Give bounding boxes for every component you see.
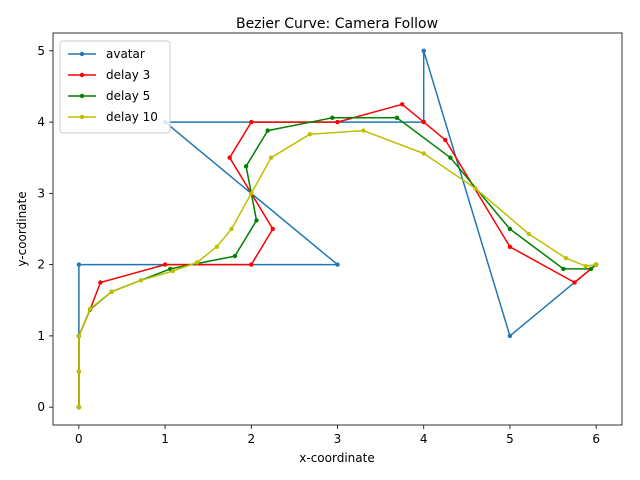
y-tick-label: 3 — [37, 186, 45, 200]
data-point — [330, 115, 335, 121]
data-point — [394, 115, 400, 121]
legend-entry: delay 5 — [68, 89, 150, 103]
data-point — [335, 262, 340, 267]
x-tick-label: 5 — [506, 432, 514, 446]
legend-label: delay 10 — [106, 110, 158, 124]
legend-entry: delay 10 — [68, 110, 158, 124]
data-point — [229, 226, 234, 232]
data-point — [421, 151, 426, 156]
legend-label: delay 5 — [106, 89, 150, 103]
data-point — [138, 278, 144, 283]
data-point — [265, 128, 270, 133]
legend-swatch-marker — [79, 72, 85, 78]
x-axis-label: x-coordinate — [299, 451, 374, 465]
series-line — [78, 129, 597, 408]
data-point — [400, 102, 405, 107]
data-point — [254, 218, 259, 223]
legend-box — [59, 40, 171, 134]
data-point — [249, 119, 254, 125]
data-point — [268, 155, 274, 160]
legend-entry: delay 3 — [68, 68, 150, 82]
data-point — [526, 231, 532, 237]
legend-entry: avatar — [68, 47, 145, 61]
x-tick-label: 4 — [420, 432, 428, 446]
series-delay-10 — [76, 128, 599, 410]
data-point — [249, 262, 254, 267]
data-point — [561, 266, 566, 272]
data-point — [194, 260, 200, 265]
x-tick-label: 2 — [247, 432, 255, 446]
legend-label: delay 3 — [106, 68, 150, 82]
data-point — [243, 164, 249, 169]
legend-label: avatar — [106, 47, 145, 61]
y-tick-label: 4 — [37, 115, 45, 129]
chart-title: Bezier Curve: Camera Follow — [236, 16, 438, 32]
data-point — [87, 306, 93, 311]
data-point — [421, 48, 426, 53]
x-tick-label: 3 — [334, 432, 342, 446]
legend-swatch-marker — [79, 93, 85, 99]
series-delay-3 — [76, 102, 599, 410]
data-point — [109, 289, 114, 294]
data-point — [76, 333, 82, 339]
data-point — [443, 137, 448, 143]
data-point — [232, 253, 238, 259]
data-point — [76, 405, 82, 410]
data-point — [507, 226, 513, 232]
data-point — [76, 369, 82, 374]
legend: avatar delay 3 delay 5 delay 10 — [59, 40, 171, 134]
y-tick-label: 5 — [37, 44, 45, 58]
data-point — [361, 128, 366, 133]
y-tick-label: 0 — [37, 400, 45, 414]
data-point — [507, 244, 513, 249]
data-point — [448, 155, 453, 160]
data-point — [421, 119, 426, 125]
data-point — [572, 280, 577, 285]
legend-swatch-marker — [79, 51, 85, 57]
data-point — [249, 191, 254, 196]
data-point — [76, 262, 82, 267]
x-tick-label: 6 — [592, 432, 600, 446]
data-point — [583, 263, 588, 269]
data-point — [170, 268, 175, 274]
plot-area — [76, 48, 599, 410]
series-line — [78, 103, 597, 408]
data-point — [507, 333, 513, 339]
data-point — [270, 226, 275, 232]
data-point — [162, 262, 168, 267]
series-line — [78, 50, 597, 408]
axis-ticks: 0 1 2 3 4 5 6 0 1 2 3 4 5 — [37, 44, 600, 446]
data-point — [307, 132, 313, 137]
legend-swatch-marker — [79, 114, 85, 120]
data-point — [214, 244, 219, 249]
x-tick-label: 1 — [161, 432, 169, 446]
data-point — [98, 280, 103, 285]
y-axis-label: y-coordinate — [15, 191, 29, 266]
y-tick-label: 2 — [37, 258, 45, 272]
data-point — [588, 266, 594, 272]
data-point — [593, 262, 599, 267]
data-point — [335, 119, 340, 125]
data-point — [473, 186, 478, 191]
y-tick-label: 1 — [37, 329, 45, 343]
data-point — [563, 256, 569, 261]
data-point — [227, 155, 232, 160]
x-tick-label: 0 — [75, 432, 83, 446]
